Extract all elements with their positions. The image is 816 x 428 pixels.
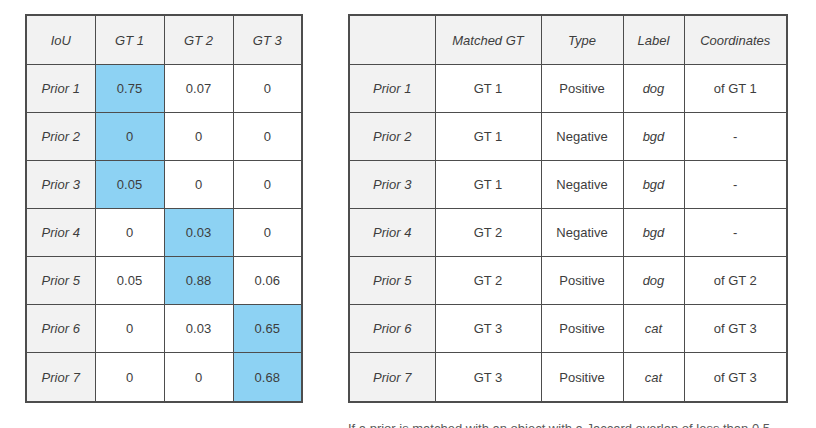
iou-value-cell: 0.88 [164, 257, 233, 305]
coordinates-cell: of GT 3 [684, 353, 787, 403]
type-cell: Positive [541, 305, 623, 353]
coordinates-cell: of GT 1 [684, 65, 787, 113]
iou-row-label: Prior 1 [26, 65, 95, 113]
iou-value-cell: 0 [233, 113, 302, 161]
iou-value-cell: 0 [95, 353, 164, 403]
match-row-prior2: Prior 2GT 1Negativebgd- [349, 113, 787, 161]
type-cell: Negative [541, 209, 623, 257]
type-cell: Positive [541, 353, 623, 403]
coordinates-cell: - [684, 161, 787, 209]
match-row-label: Prior 3 [349, 161, 435, 209]
iou-row-label: Prior 5 [26, 257, 95, 305]
clipped-caption-text: If a prior is matched with an object wit… [348, 421, 794, 428]
type-header: Type [541, 15, 623, 65]
iou-value-cell: 0.07 [164, 65, 233, 113]
matched-gt-cell: GT 1 [435, 113, 541, 161]
match-row-label: Prior 5 [349, 257, 435, 305]
matched-gt-cell: GT 1 [435, 161, 541, 209]
iou-col-header-gt2: GT 2 [164, 15, 233, 65]
matched-gt-cell: GT 3 [435, 353, 541, 403]
caption-fragment: If a prior is matched with an object wit… [348, 421, 781, 428]
iou-value-cell: 0 [95, 113, 164, 161]
coordinates-cell: - [684, 209, 787, 257]
matched-gt-cell: GT 1 [435, 65, 541, 113]
iou-value-cell: 0 [233, 161, 302, 209]
iou-row-prior2: Prior 2000 [26, 113, 302, 161]
type-cell: Negative [541, 113, 623, 161]
match-row-prior4: Prior 4GT 2Negativebgd- [349, 209, 787, 257]
label-cell: cat [623, 305, 684, 353]
match-row-label: Prior 7 [349, 353, 435, 403]
iou-value-cell: 0.03 [164, 209, 233, 257]
figure-canvas: { "colors": { "highlight_blue": "#8dd2f3… [0, 0, 816, 428]
match-row-label: Prior 2 [349, 113, 435, 161]
iou-value-cell: 0.05 [95, 257, 164, 305]
type-cell: Positive [541, 257, 623, 305]
match-row-prior1: Prior 1GT 1Positivedogof GT 1 [349, 65, 787, 113]
type-cell: Negative [541, 161, 623, 209]
match-row-label: Prior 1 [349, 65, 435, 113]
matched-gt-cell: GT 3 [435, 305, 541, 353]
iou-col-header-gt1: GT 1 [95, 15, 164, 65]
match-row-prior7: Prior 7GT 3Positivecatof GT 3 [349, 353, 787, 403]
iou-corner-header: IoU [26, 15, 95, 65]
iou-value-cell: 0 [95, 209, 164, 257]
match-row-prior5: Prior 5GT 2Positivedogof GT 2 [349, 257, 787, 305]
label-cell: cat [623, 353, 684, 403]
iou-row-prior4: Prior 400.030 [26, 209, 302, 257]
label-cell: bgd [623, 161, 684, 209]
iou-value-cell: 0.05 [95, 161, 164, 209]
iou-value-cell: 0.06 [233, 257, 302, 305]
iou-value-cell: 0 [233, 65, 302, 113]
label-cell: dog [623, 65, 684, 113]
coordinates-cell: of GT 2 [684, 257, 787, 305]
iou-value-cell: 0 [233, 209, 302, 257]
iou-col-header-gt3: GT 3 [233, 15, 302, 65]
iou-row-label: Prior 3 [26, 161, 95, 209]
iou-value-cell: 0 [164, 113, 233, 161]
label-cell: dog [623, 257, 684, 305]
label-header: Label [623, 15, 684, 65]
iou-row-prior3: Prior 30.0500 [26, 161, 302, 209]
match-row-prior3: Prior 3GT 1Negativebgd- [349, 161, 787, 209]
match-row-label: Prior 6 [349, 305, 435, 353]
iou-table: IoUGT 1GT 2GT 3Prior 10.750.070Prior 200… [25, 14, 303, 403]
iou-value-cell: 0.75 [95, 65, 164, 113]
matched-gt-table: Matched GTTypeLabelCoordinatesPrior 1GT … [348, 14, 788, 403]
type-cell: Positive [541, 65, 623, 113]
match-row-prior6: Prior 6GT 3Positivecatof GT 3 [349, 305, 787, 353]
iou-value-cell: 0 [164, 161, 233, 209]
match-header-row: Matched GTTypeLabelCoordinates [349, 15, 787, 65]
label-cell: bgd [623, 113, 684, 161]
matched-gt-cell: GT 2 [435, 257, 541, 305]
iou-row-prior7: Prior 7000.68 [26, 353, 302, 403]
iou-row-label: Prior 6 [26, 305, 95, 353]
coordinates-header: Coordinates [684, 15, 787, 65]
iou-value-cell: 0 [95, 305, 164, 353]
matched-gt-header: Matched GT [435, 15, 541, 65]
iou-row-label: Prior 2 [26, 113, 95, 161]
iou-row-prior1: Prior 10.750.070 [26, 65, 302, 113]
label-cell: bgd [623, 209, 684, 257]
matched-gt-cell: GT 2 [435, 209, 541, 257]
iou-value-cell: 0.68 [233, 353, 302, 403]
iou-row-prior5: Prior 50.050.880.06 [26, 257, 302, 305]
iou-value-cell: 0.03 [164, 305, 233, 353]
iou-value-cell: 0 [164, 353, 233, 403]
iou-value-cell: 0.65 [233, 305, 302, 353]
match-row-label: Prior 4 [349, 209, 435, 257]
match-corner-header [349, 15, 435, 65]
coordinates-cell: of GT 3 [684, 305, 787, 353]
iou-row-label: Prior 4 [26, 209, 95, 257]
iou-row-label: Prior 7 [26, 353, 95, 403]
iou-header-row: IoUGT 1GT 2GT 3 [26, 15, 302, 65]
coordinates-cell: - [684, 113, 787, 161]
iou-row-prior6: Prior 600.030.65 [26, 305, 302, 353]
